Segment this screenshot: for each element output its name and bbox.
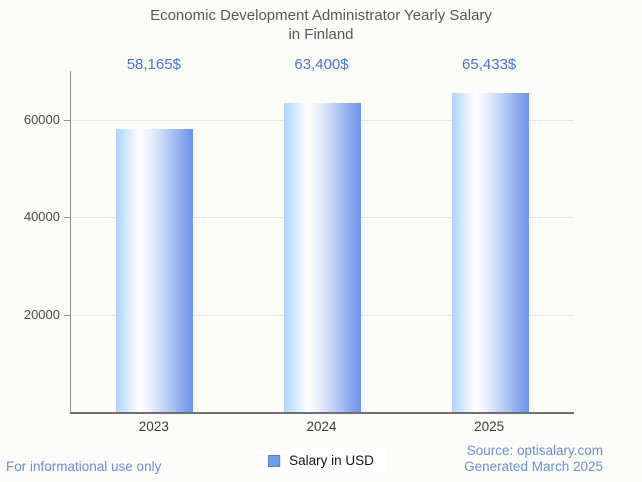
disclaimer-text: For informational use only: [6, 459, 162, 474]
y-axis-label: 20000: [23, 306, 60, 322]
generated-line: Generated March 2025: [464, 459, 603, 474]
x-axis-label: 2023: [138, 419, 169, 434]
bar-value-label: 63,400$: [294, 56, 349, 73]
chart-title-line2: in Finland: [288, 26, 354, 43]
plot-area: [70, 71, 574, 414]
source-attribution: Source: optisalary.com Generated March 2…: [464, 443, 603, 475]
salary-bar-2025: [451, 93, 529, 412]
y-axis-tick: [64, 119, 70, 121]
y-axis-tick: [64, 314, 70, 316]
bar-value-label: 58,165$: [126, 56, 181, 73]
bar-value-label: 65,433$: [462, 56, 517, 73]
legend: Salary in USD: [256, 448, 386, 473]
legend-label: Salary in USD: [289, 453, 374, 468]
x-axis-label: 2025: [474, 419, 505, 434]
x-axis-label: 2024: [306, 419, 337, 434]
legend-swatch-icon: [268, 454, 281, 467]
salary-bar-2023: [116, 128, 194, 412]
salary-bar-2024: [284, 103, 361, 412]
y-axis-label: 60000: [23, 111, 60, 127]
y-axis-tick: [64, 217, 70, 219]
chart-title-line1: Economic Development Administrator Yearl…: [150, 7, 492, 24]
source-line: Source: optisalary.com: [466, 443, 603, 458]
y-axis-label: 40000: [23, 209, 60, 225]
chart-title: Economic Development Administrator Yearl…: [0, 6, 642, 44]
